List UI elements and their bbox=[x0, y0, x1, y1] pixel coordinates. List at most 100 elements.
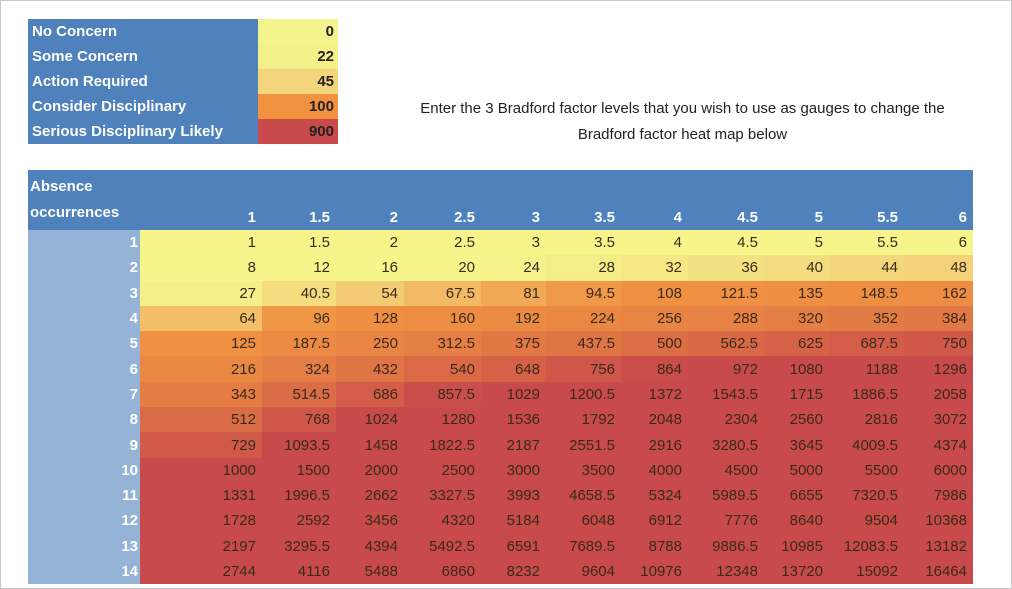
heat-cell: 1024 bbox=[336, 407, 404, 433]
heat-cell: 3327.5 bbox=[404, 482, 481, 509]
heat-cell: 4374 bbox=[904, 432, 973, 458]
table-row: 1 1 1.5 2 2.5 3 3.5 4 4.5 5 5.5 6 bbox=[28, 230, 973, 256]
heat-cell: 128 bbox=[336, 305, 404, 332]
threshold-input[interactable]: 22 bbox=[258, 44, 338, 69]
heat-cell: 540 bbox=[404, 356, 481, 382]
legend-label: Some Concern bbox=[28, 44, 258, 69]
heat-cell: 6860 bbox=[404, 558, 481, 585]
heat-cell: 562.5 bbox=[688, 331, 764, 357]
threshold-input[interactable]: 45 bbox=[258, 69, 338, 94]
heat-cell: 256 bbox=[621, 305, 688, 332]
heat-cell: 6048 bbox=[546, 508, 621, 534]
heat-cell: 972 bbox=[688, 356, 764, 382]
heat-cell: 352 bbox=[829, 305, 904, 332]
heat-cell: 1296 bbox=[904, 356, 973, 382]
heat-cell: 514.5 bbox=[262, 381, 336, 408]
heat-cell: 187.5 bbox=[262, 331, 336, 357]
heat-cell: 1280 bbox=[404, 407, 481, 433]
heat-cell: 5492.5 bbox=[404, 533, 481, 559]
heat-cell: 5.5 bbox=[829, 230, 904, 256]
column-header: 5 bbox=[764, 170, 829, 230]
heat-cell: 2187 bbox=[481, 432, 546, 458]
heat-cell: 500 bbox=[621, 331, 688, 357]
heat-cell: 8 bbox=[140, 255, 262, 281]
heat-cell: 9504 bbox=[829, 508, 904, 534]
heat-cell: 81 bbox=[481, 280, 546, 306]
row-label: 5 bbox=[28, 331, 140, 357]
table-row: 14 2744 4116 5488 6860 8232 9604 10976 12348 1372… bbox=[28, 558, 973, 585]
table-row: 10 1000 1500 2000 2500 3000 3500 4000 4500 5000 55… bbox=[28, 457, 973, 483]
column-header: 6 bbox=[904, 170, 973, 230]
table-row: 7 343 514.5 686 857.5 1029 1200.5 1372 1543.5 171… bbox=[28, 381, 973, 408]
heat-cell: 48 bbox=[904, 255, 973, 281]
heat-cell: 729 bbox=[140, 432, 262, 458]
heat-cell: 1093.5 bbox=[262, 432, 336, 458]
heat-cell: 2 bbox=[336, 230, 404, 256]
instruction-note: Enter the 3 Bradford factor levels that … bbox=[420, 100, 945, 143]
row-label: 2 bbox=[28, 255, 140, 281]
heat-cell: 4658.5 bbox=[546, 482, 621, 509]
heat-cell: 7776 bbox=[688, 508, 764, 534]
heat-cell: 6000 bbox=[904, 457, 973, 483]
heat-cell: 1792 bbox=[546, 407, 621, 433]
legend-label: Consider Disciplinary bbox=[28, 94, 258, 119]
column-header: 2.5 bbox=[404, 170, 481, 230]
column-header: 1 bbox=[140, 170, 262, 230]
threshold-input[interactable]: 100 bbox=[258, 94, 338, 119]
heat-cell: 857.5 bbox=[404, 381, 481, 408]
heat-cell: 288 bbox=[688, 305, 764, 332]
heat-cell: 2816 bbox=[829, 407, 904, 433]
heat-cell: 432 bbox=[336, 356, 404, 382]
column-header: 5.5 bbox=[829, 170, 904, 230]
heat-cell: 9604 bbox=[546, 558, 621, 585]
heat-cell: 4.5 bbox=[688, 230, 764, 256]
table-row: 12 1728 2592 3456 4320 5184 6048 6912 7776 8640 95… bbox=[28, 508, 973, 534]
heat-cell: 6591 bbox=[481, 533, 546, 559]
heat-cell: 324 bbox=[262, 356, 336, 382]
heat-cell: 320 bbox=[764, 305, 829, 332]
heat-cell: 4394 bbox=[336, 533, 404, 559]
heat-cell: 3295.5 bbox=[262, 533, 336, 559]
heat-cell: 3072 bbox=[904, 407, 973, 433]
threshold-input[interactable]: 900 bbox=[258, 119, 338, 144]
heat-cell: 216 bbox=[140, 356, 262, 382]
heat-cell: 864 bbox=[621, 356, 688, 382]
table-row: 13 2197 3295.5 4394 5492.5 6591 7689.5 8788 9886… bbox=[28, 533, 973, 559]
heat-cell: 2592 bbox=[262, 508, 336, 534]
row-label: 10 bbox=[28, 457, 140, 483]
heat-cell: 1715 bbox=[764, 381, 829, 408]
row-label: 9 bbox=[28, 432, 140, 458]
table-row: 6 216 324 432 540 648 756 864 972 1080 1188 1296 bbox=[28, 356, 973, 382]
heat-cell: 162 bbox=[904, 280, 973, 306]
heat-cell: 125 bbox=[140, 331, 262, 357]
heat-cell: 384 bbox=[904, 305, 973, 332]
heat-cell: 1536 bbox=[481, 407, 546, 433]
heat-cell: 1029 bbox=[481, 381, 546, 408]
threshold-input[interactable]: 0 bbox=[258, 19, 338, 44]
heat-cell: 12 bbox=[262, 255, 336, 281]
heat-cell: 44 bbox=[829, 255, 904, 281]
row-label: 8 bbox=[28, 407, 140, 433]
heat-cell: 2048 bbox=[621, 407, 688, 433]
heat-cell: 437.5 bbox=[546, 331, 621, 357]
heat-cell: 64 bbox=[140, 305, 262, 332]
heat-cell: 1200.5 bbox=[546, 381, 621, 408]
heat-cell: 94.5 bbox=[546, 280, 621, 306]
heat-cell: 2197 bbox=[140, 533, 262, 559]
heat-cell: 24 bbox=[481, 255, 546, 281]
heat-cell: 67.5 bbox=[404, 280, 481, 306]
heat-cell: 40.5 bbox=[262, 280, 336, 306]
heat-cell: 750 bbox=[904, 331, 973, 357]
heat-cell: 3645 bbox=[764, 432, 829, 458]
row-label: 3 bbox=[28, 280, 140, 306]
heat-cell: 1886.5 bbox=[829, 381, 904, 408]
heat-cell: 6655 bbox=[764, 482, 829, 509]
legend-row: Action Required 45 bbox=[28, 69, 338, 94]
heat-cell: 15092 bbox=[829, 558, 904, 585]
heat-cell: 2500 bbox=[404, 457, 481, 483]
heat-cell: 54 bbox=[336, 280, 404, 306]
heat-cell: 121.5 bbox=[688, 280, 764, 306]
heat-cell: 1500 bbox=[262, 457, 336, 483]
heat-cell: 1 bbox=[140, 230, 262, 256]
heat-cell: 4000 bbox=[621, 457, 688, 483]
